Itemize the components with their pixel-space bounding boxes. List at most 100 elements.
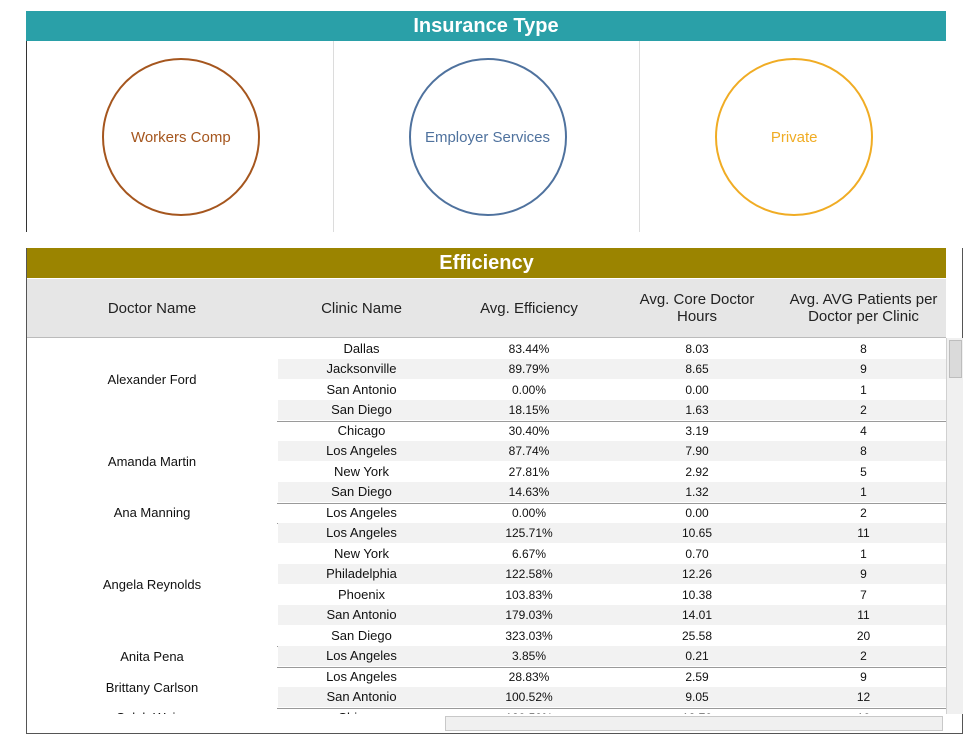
insurance-type-title: Insurance Type [26,11,946,41]
core-hours-cell: 2.92 [685,464,709,479]
clinic-name-cell: San Diego [278,482,445,502]
avg-patients-cell: 1 [781,482,946,502]
core-hours-cell: 2.59 [685,669,709,684]
table-body: Dallas 83.44% 8.03 8 Jacksonville 89.79% 8.65 9… [27,338,946,714]
avg-patients-cell: 2 [781,646,946,666]
table-row[interactable]: Chicago120.59%12.7010 [27,708,946,715]
avg-patients-cell: 4 [860,423,867,438]
clinic-name-cell: Los Angeles [278,523,445,543]
column-header-avg-patients[interactable]: Avg. AVG Patients per Doctor per Clinic [789,291,938,325]
doctor-name-cell[interactable]: Anita Pena [27,646,277,667]
avg-efficiency-cell: 3.85% [445,646,613,666]
insurance-type-cards: Workers Comp Employer Services Private [27,41,946,232]
avg-efficiency-cell: 125.71% [445,523,613,543]
doctor-name-cell[interactable]: Amanda Martin [27,420,277,503]
core-hours-cell: 0.00 [685,382,709,397]
core-hours-cell: 0.70 [685,546,709,561]
avg-patients-cell: 12 [781,687,946,707]
doctor-name-cell[interactable]: Ana Manning [27,502,277,523]
doctor-name-cell[interactable]: Angela Reynolds [27,523,277,646]
core-hours-cell: 10.65 [613,523,781,543]
table-row[interactable]: San Antonio 179.03% 14.01 11 [27,605,946,625]
avg-efficiency-cell: 0.00% [511,382,547,397]
vertical-scrollbar-thumb[interactable] [949,340,962,378]
insurance-circle-private[interactable]: Private [715,58,874,216]
clinic-name-cell: San Diego [278,400,445,420]
table-row[interactable]: Jacksonville 89.79% 8.65 9 [27,359,946,379]
avg-patients-cell: 9 [781,359,946,379]
core-hours-cell: 3.19 [685,423,709,438]
table-row[interactable]: New York 27.81% 2.92 5 [27,462,946,482]
avg-efficiency-cell: 103.83% [505,587,553,602]
avg-patients-cell: 8 [781,441,946,461]
table-row[interactable]: Los Angeles 0.00% 0.00 2 [27,503,946,523]
avg-efficiency-cell: 83.44% [508,341,550,356]
table-row[interactable]: San Diego 14.63% 1.32 1 [27,482,946,502]
avg-patients-cell: 8 [860,341,867,356]
panel-border [26,41,27,232]
clinic-name-cell: San Antonio [326,381,397,397]
avg-patients-cell: 2 [860,505,867,520]
table-row[interactable]: New York 6.67% 0.70 1 [27,544,946,564]
column-header-core-doctor-hours[interactable]: Avg. Core Doctor Hours [639,291,755,325]
clinic-name-cell: Dallas [343,340,380,356]
clinic-name-cell: Los Angeles [326,668,397,684]
doctor-name-cell[interactable]: Brittany Carlson [27,666,277,708]
avg-efficiency-cell: 14.63% [445,482,613,502]
table-row[interactable]: San Antonio 0.00% 0.00 1 [27,380,946,400]
doctor-name-cell[interactable]: Caleb Weiss [27,707,277,714]
table-row[interactable]: Los Angeles 87.74% 7.90 8 [27,441,946,461]
insurance-card-workers-comp[interactable]: Workers Comp [27,41,334,232]
avg-patients-cell: 9 [860,669,867,684]
clinic-name-cell: Los Angeles [278,646,445,666]
group-divider [27,502,946,504]
column-header-doctor-name[interactable]: Doctor Name [107,299,197,317]
insurance-label: Employer Services [424,128,551,146]
insurance-card-private[interactable]: Private [640,41,946,232]
avg-efficiency-cell: 27.81% [508,464,550,479]
table-row[interactable]: Chicago 30.40% 3.19 4 [27,421,946,441]
table-row[interactable]: Los Angeles 28.83% 2.59 9 [27,667,946,687]
insurance-card-employer-services[interactable]: Employer Services [334,41,641,232]
table-row[interactable]: San Diego 18.15% 1.63 2 [27,400,946,420]
avg-patients-cell: 2 [781,400,946,420]
insurance-circle-workers-comp[interactable]: Workers Comp [101,58,260,216]
core-hours-cell: 10.38 [681,587,713,602]
table-row[interactable]: Los Angeles 125.71% 10.65 11 [27,523,946,543]
table-row[interactable]: Philadelphia 122.58% 12.26 9 [27,564,946,584]
avg-patients-cell: 20 [856,628,871,643]
clinic-name-cell: Philadelphia [278,564,445,584]
core-hours-cell: 8.03 [685,341,709,356]
table-row[interactable]: Dallas 83.44% 8.03 8 [27,339,946,359]
insurance-label: Private [770,128,818,146]
horizontal-scrollbar[interactable] [445,716,943,731]
avg-patients-cell: 5 [860,464,867,479]
core-hours-cell: 14.01 [613,605,781,625]
core-hours-cell: 7.90 [613,441,781,461]
avg-efficiency-cell: 120.59% [445,708,613,715]
core-hours-cell: 1.32 [613,482,781,502]
vertical-scrollbar[interactable] [946,338,963,714]
clinic-name-cell: Jacksonville [278,359,445,379]
avg-efficiency-cell: 6.67% [511,546,547,561]
table-row[interactable]: San Antonio 100.52% 9.05 12 [27,687,946,707]
avg-efficiency-cell: 100.52% [445,687,613,707]
insurance-circle-employer-services[interactable]: Employer Services [408,58,567,216]
avg-efficiency-cell: 179.03% [445,605,613,625]
avg-efficiency-cell: 30.40% [508,423,550,438]
column-header-avg-efficiency[interactable]: Avg. Efficiency [480,299,578,317]
clinic-name-cell: San Diego [331,627,392,643]
doctor-name-cell[interactable]: Alexander Ford [27,338,277,421]
column-header-clinic-name[interactable]: Clinic Name [321,299,402,317]
clinic-name-cell: New York [334,463,389,479]
avg-patients-cell: 11 [781,605,946,625]
group-divider [27,707,946,709]
table-row[interactable]: Los Angeles 3.85% 0.21 2 [27,646,946,666]
avg-patients-cell: 1 [860,546,867,561]
table-row[interactable]: Phoenix 103.83% 10.38 7 [27,585,946,605]
efficiency-title: Efficiency [27,248,946,278]
avg-efficiency-cell: 87.74% [445,441,613,461]
table-row[interactable]: San Diego 323.03% 25.58 20 [27,626,946,646]
clinic-name-cell: San Antonio [278,687,445,707]
avg-efficiency-cell: 122.58% [445,564,613,584]
